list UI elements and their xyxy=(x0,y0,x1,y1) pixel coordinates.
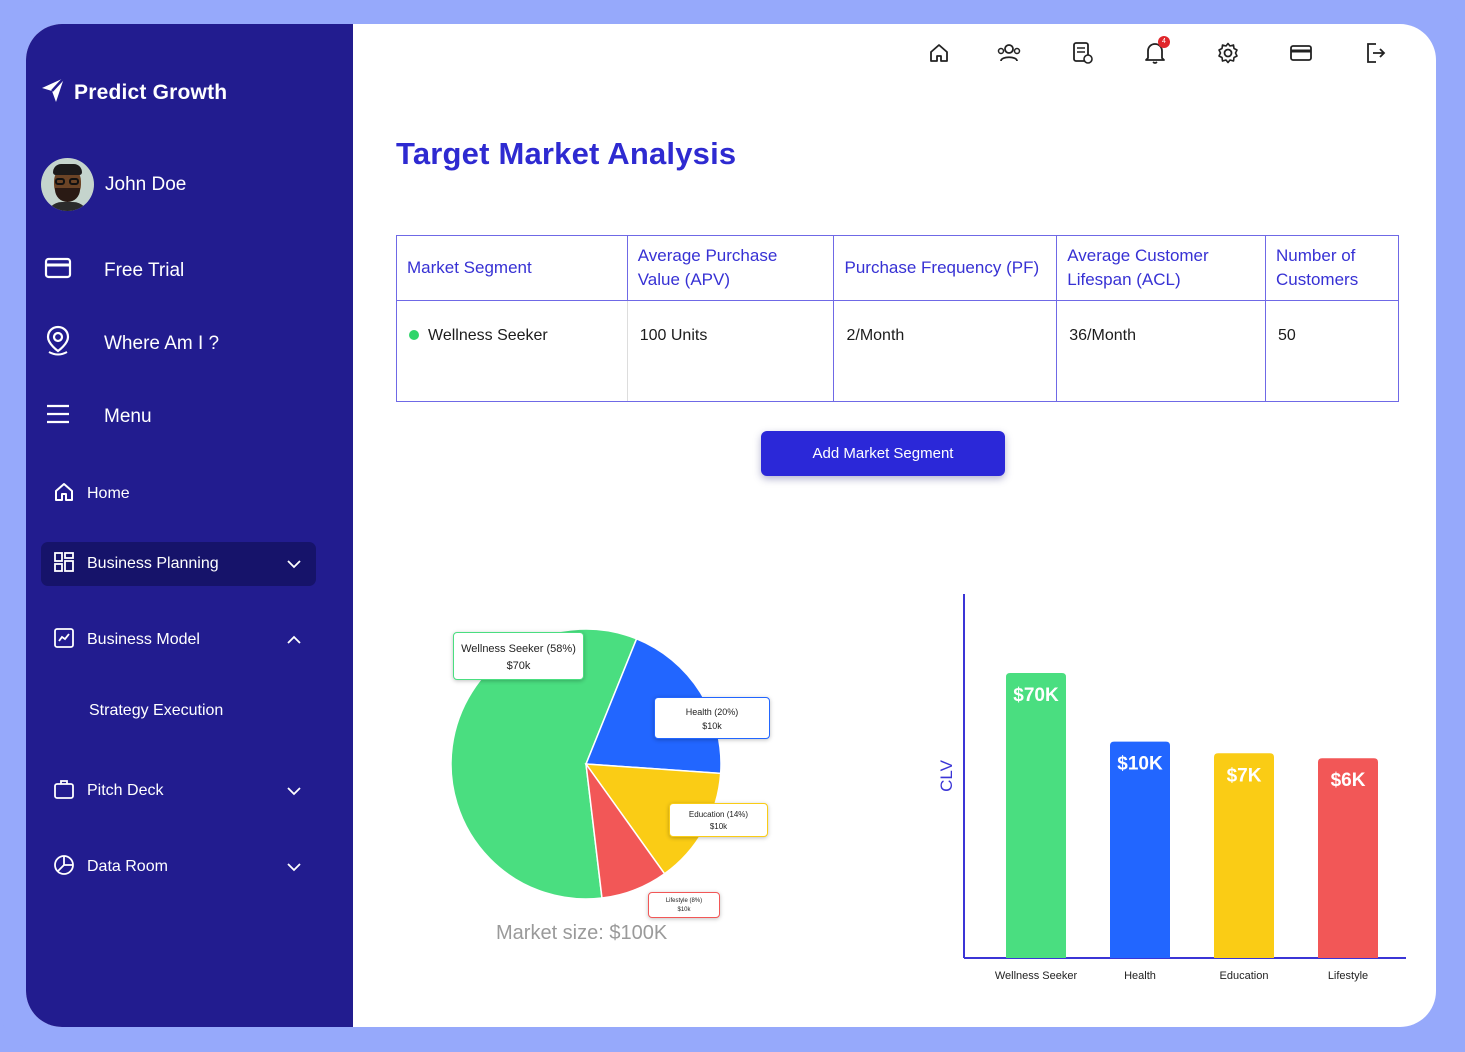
pie-slice-wellness[interactable] xyxy=(450,628,638,900)
home-icon xyxy=(53,481,75,508)
notification-badge: 4 xyxy=(1158,36,1170,48)
customers-cell: 50 xyxy=(1265,300,1399,402)
status-dot xyxy=(409,330,419,340)
bar-wellness[interactable] xyxy=(1006,673,1066,958)
pie-slice-value: $10k xyxy=(709,822,728,831)
bar-value-label: $6K xyxy=(1331,770,1366,791)
credit-card-icon xyxy=(44,256,72,285)
pie-data-icon xyxy=(53,854,75,881)
credit-card-icon[interactable] xyxy=(1288,40,1314,66)
table-row[interactable]: Wellness Seeker 100 Units 2/Month 36/Mon… xyxy=(396,300,1399,402)
market-segment-table: Market Segment Average Purchase Value (A… xyxy=(396,235,1399,402)
pie-slice-value: $70k xyxy=(506,660,531,672)
sidebar-subitem-strategy-execution[interactable]: Strategy Execution xyxy=(89,702,224,719)
column-header: Average Customer Lifespan (ACL) xyxy=(1056,235,1267,301)
pie-svg xyxy=(450,628,722,900)
pie-slice-label: Lifestyle (8%) xyxy=(665,898,703,904)
sidebar-item-label: Home xyxy=(87,485,130,502)
sidebar-item-business-planning[interactable]: Business Planning xyxy=(41,542,316,586)
sidebar-item-label: Menu xyxy=(104,405,152,427)
sidebar-item-label: Data Room xyxy=(87,858,168,875)
home-icon[interactable] xyxy=(926,40,952,66)
bar-value-label: $70K xyxy=(1013,685,1059,706)
user-profile[interactable]: John Doe xyxy=(41,158,186,211)
sidebar-item-label: Free Trial xyxy=(104,259,185,281)
chart-square-icon xyxy=(53,627,75,654)
segment-cell: Wellness Seeker xyxy=(396,300,628,402)
sidebar-item-menu[interactable]: Menu xyxy=(44,402,152,431)
user-name: John Doe xyxy=(105,173,187,195)
market-size-label: Market size: $100K xyxy=(496,922,668,944)
sidebar-item-label: Business Model xyxy=(87,631,200,648)
pie-slice-value: $10k xyxy=(677,907,691,913)
sidebar-item-business-model[interactable]: Business Model xyxy=(41,618,316,662)
bar-svg: CLV $70K Wellness Seeker $10K Health $7K Educa… xyxy=(937,594,1406,982)
report-icon[interactable] xyxy=(1069,40,1095,66)
clv-bar-chart: CLV $70K Wellness Seeker $10K Health $7K Educa… xyxy=(896,564,1406,1009)
chevron-down-icon[interactable] xyxy=(286,859,302,880)
gear-icon[interactable] xyxy=(1215,40,1241,66)
bar-health[interactable] xyxy=(1110,741,1170,958)
bar-lifestyle[interactable] xyxy=(1318,758,1378,958)
x-tick-label: Lifestyle xyxy=(1328,970,1368,982)
pie-tooltip: Health (20%) $10k xyxy=(654,697,770,739)
paper-plane-logo-icon xyxy=(40,76,66,109)
pie-slice-label: Wellness Seeker (58%) xyxy=(461,643,576,655)
add-market-segment-button[interactable]: Add Market Segment xyxy=(761,431,1005,476)
brand-logo[interactable]: Predict Growth xyxy=(40,76,227,109)
apv-cell: 100 Units xyxy=(626,300,835,402)
x-tick-label: Wellness Seeker xyxy=(995,970,1078,982)
chevron-up-icon[interactable] xyxy=(286,632,302,653)
bell-icon[interactable]: 4 xyxy=(1142,36,1170,66)
dashboard-grid-icon xyxy=(53,551,75,578)
column-header: Purchase Frequency (PF) xyxy=(833,235,1058,301)
column-header: Market Segment xyxy=(396,235,628,301)
pie-slice-label: Education (14%) xyxy=(688,810,749,819)
bar-education[interactable] xyxy=(1214,753,1274,958)
acl-cell: 36/Month xyxy=(1056,300,1267,402)
brand-name: Predict Growth xyxy=(74,80,228,104)
table-header-row: Market Segment Average Purchase Value (A… xyxy=(396,235,1399,301)
sidebar-item-free-trial[interactable]: Free Trial xyxy=(44,256,184,285)
y-axis-label: CLV xyxy=(937,759,956,791)
location-pin-icon xyxy=(44,324,72,363)
x-tick-label: Health xyxy=(1124,970,1156,982)
pie-slice-health[interactable] xyxy=(584,637,722,775)
pie-tooltip: Lifestyle (8%) $10k xyxy=(648,892,720,918)
bar-value-label: $7K xyxy=(1227,765,1262,786)
hamburger-menu-icon xyxy=(44,402,72,431)
pie-tooltip: Education (14%) $10k xyxy=(669,803,768,837)
x-tick-label: Education xyxy=(1220,970,1269,982)
pie-slice-label: Health (20%) xyxy=(685,707,739,717)
app-window: Predict Growth John Doe Free Trial Where… xyxy=(26,24,1436,1027)
logout-icon[interactable] xyxy=(1362,40,1388,66)
pf-cell: 2/Month xyxy=(833,300,1058,402)
page-title: Target Market Analysis xyxy=(396,136,737,171)
avatar xyxy=(41,158,94,211)
sidebar-item-label: Business Planning xyxy=(87,555,219,572)
briefcase-icon xyxy=(53,778,75,805)
sidebar-item-label: Pitch Deck xyxy=(87,782,164,799)
column-header: Average Purchase Value (APV) xyxy=(626,235,835,301)
market-share-pie-chart: Wellness Seeker (58%) $70k Health (20%) $10… xyxy=(426,594,826,954)
chevron-down-icon[interactable] xyxy=(286,783,302,804)
chevron-down-icon[interactable] xyxy=(286,556,302,577)
pie-slice-value: $10k xyxy=(702,721,722,731)
pie-slice-lifestyle[interactable] xyxy=(585,763,666,899)
sidebar-item-label: Where Am I ? xyxy=(104,332,220,354)
column-header: Number of Customers xyxy=(1265,235,1399,301)
sidebar-item-pitch-deck[interactable]: Pitch Deck xyxy=(41,769,316,813)
users-icon[interactable] xyxy=(996,40,1022,66)
bar-value-label: $10K xyxy=(1117,754,1163,775)
sidebar-item-data-room[interactable]: Data Room xyxy=(41,845,316,889)
sidebar-item-home[interactable]: Home xyxy=(41,472,316,516)
sidebar-item-where-am-i[interactable]: Where Am I ? xyxy=(44,324,219,363)
sidebar: Predict Growth John Doe Free Trial Where… xyxy=(26,24,353,1027)
pie-tooltip: Wellness Seeker (58%) $70k xyxy=(453,632,584,680)
